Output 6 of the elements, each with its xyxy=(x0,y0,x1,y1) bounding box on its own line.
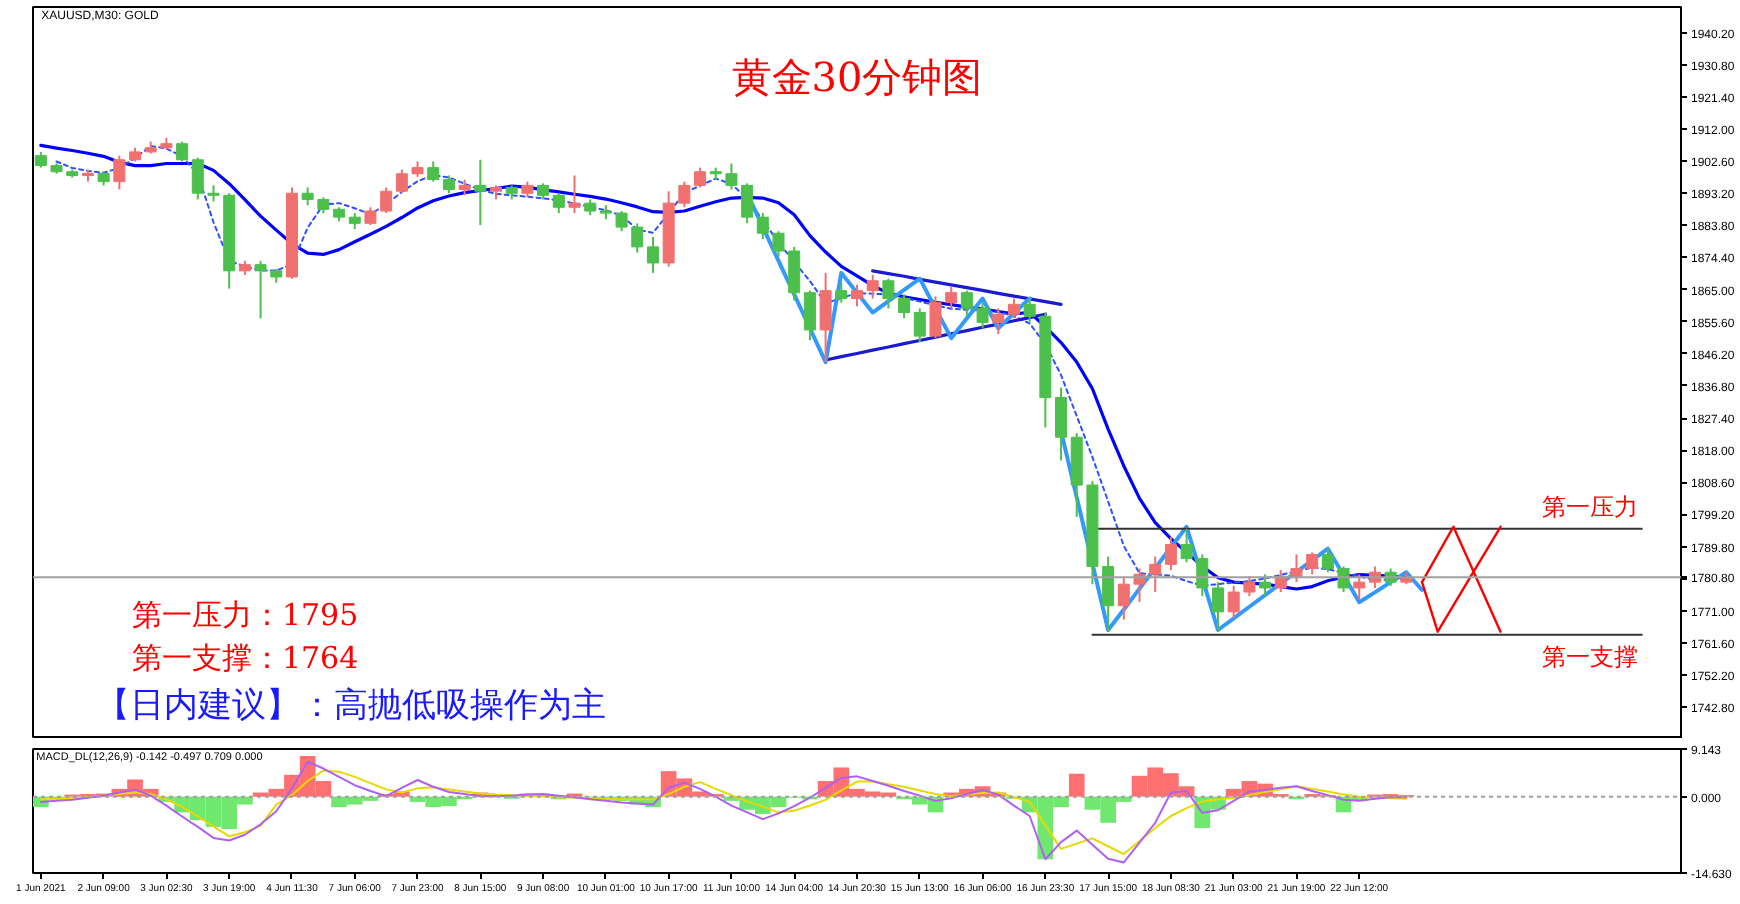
annotation: 【日内建议】：高抛低吸操作为主 xyxy=(95,686,606,727)
annotation: 第一压力：1795 xyxy=(131,596,359,633)
annotation: 第一压力 xyxy=(1542,492,1639,521)
annotation: 第一支撑 xyxy=(1542,642,1639,671)
annotation: 第一支撑：1764 xyxy=(131,640,359,677)
text: 黄金30分钟图 xyxy=(731,52,983,101)
